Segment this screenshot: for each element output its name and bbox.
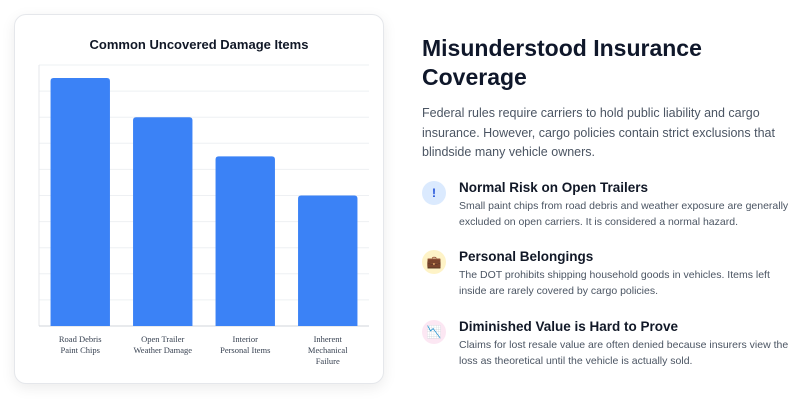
x-tick-label: Open Trailer: [141, 334, 184, 344]
chart-title: Common Uncovered Damage Items: [89, 37, 309, 52]
page-heading: Misunderstood Insurance Coverage: [422, 35, 702, 90]
chart-decline-icon: 📉: [422, 320, 446, 344]
feature-title: Normal Risk on Open Trailers: [459, 180, 649, 195]
x-tick-label: Failure: [316, 356, 340, 366]
x-tick-label: Interior: [233, 334, 259, 344]
bar: [298, 195, 358, 326]
briefcase-icon: 💼: [422, 250, 446, 274]
x-tick-label: Mechanical: [308, 345, 348, 355]
x-tick-label: Personal Items: [220, 345, 270, 355]
intro-paragraph: Federal rules require carriers to hold p…: [422, 106, 775, 159]
x-tick-label: Weather Damage: [133, 345, 192, 355]
feature-description: Claims for lost resale value are often d…: [459, 339, 789, 367]
bar: [133, 117, 193, 326]
feature-description: Small paint chips from road debris and w…: [459, 200, 789, 228]
feature-title: Personal Belongings: [459, 249, 594, 264]
info-icon: !: [422, 181, 446, 205]
bar: [50, 78, 110, 326]
chart-card: Common Uncovered Damage Items Road Debri…: [14, 14, 384, 384]
x-tick-label: Road Debris: [59, 334, 102, 344]
x-tick-label: Inherent: [314, 334, 343, 344]
bar: [215, 156, 275, 326]
feature-title: Diminished Value is Hard to Prove: [459, 319, 679, 334]
feature-description: The DOT prohibits shipping household goo…: [459, 269, 770, 297]
x-tick-label: Paint Chips: [61, 345, 100, 355]
